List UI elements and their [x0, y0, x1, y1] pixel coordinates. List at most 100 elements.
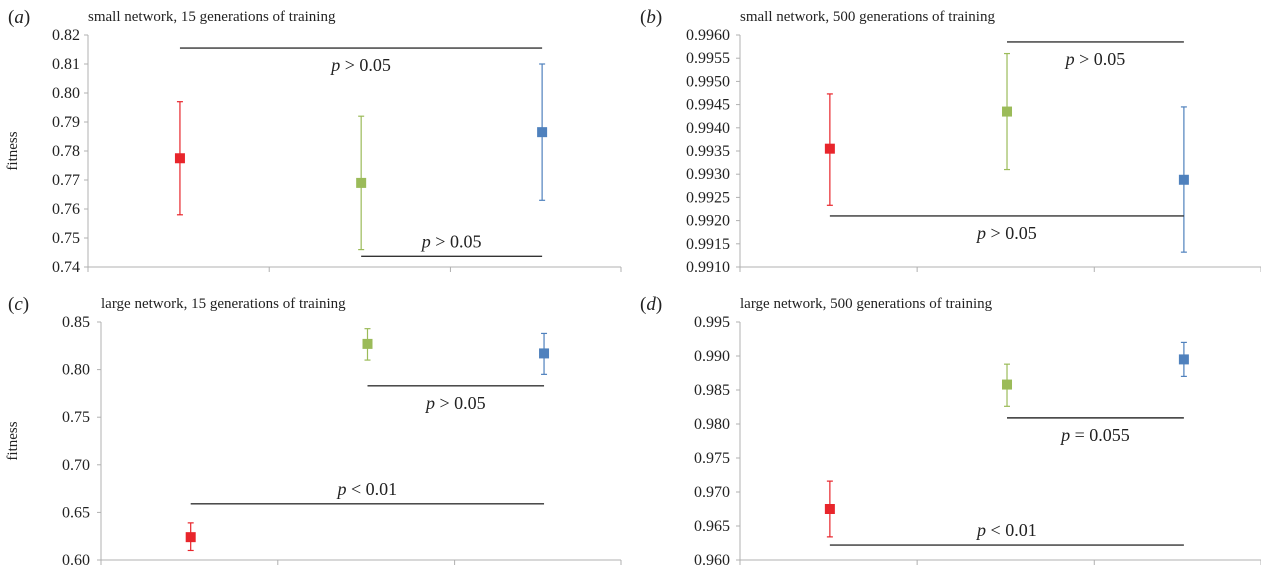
- chart-title: small network, 500 generations of traini…: [740, 9, 995, 25]
- p-symbol: p: [1059, 425, 1070, 445]
- y-tick-label: 0.78: [52, 143, 80, 160]
- p-value-label: p > 0.05: [975, 223, 1037, 243]
- data-point-blue: [1179, 107, 1189, 252]
- y-tick-label: 0.9925: [686, 189, 730, 206]
- chart-title: large network, 500 generations of traini…: [740, 296, 993, 312]
- y-tick-label: 0.990: [694, 348, 730, 365]
- data-point-green: [1002, 54, 1012, 170]
- y-tick-label: 0.960: [694, 552, 730, 569]
- panel-letter: (d): [640, 294, 662, 315]
- panel-letter-char: b: [646, 7, 656, 28]
- y-tick-label: 0.9915: [686, 236, 730, 253]
- data-point-green: [1002, 364, 1012, 406]
- p-symbol: p: [975, 223, 986, 243]
- p-value: < 0.01: [347, 479, 398, 499]
- y-tick-label: 0.81: [52, 56, 80, 73]
- marker: [1179, 175, 1189, 185]
- y-tick-label: 0.9960: [686, 27, 730, 44]
- y-tick-label: 0.9920: [686, 213, 730, 230]
- y-tick-label: 0.76: [52, 201, 80, 218]
- p-value-label: p > 0.05: [420, 231, 482, 251]
- y-tick-label: 0.995: [694, 314, 730, 331]
- p-value-label: p > 0.05: [424, 393, 486, 413]
- marker: [1179, 354, 1189, 364]
- chart-title: small network, 15 generations of trainin…: [88, 9, 336, 25]
- y-tick-label: 0.74: [52, 259, 80, 276]
- p-value-label: p = 0.055: [1059, 425, 1130, 445]
- y-tick-label: 0.965: [694, 518, 730, 535]
- data-point-blue: [537, 64, 547, 200]
- marker: [539, 348, 549, 358]
- marker: [825, 144, 835, 154]
- y-tick-label: 0.985: [694, 382, 730, 399]
- p-value: > 0.05: [340, 55, 391, 75]
- p-value: < 0.01: [986, 520, 1037, 540]
- data-point-red: [175, 102, 185, 215]
- data-point-red: [825, 94, 835, 205]
- marker: [1002, 107, 1012, 117]
- p-value-label: p > 0.05: [329, 55, 391, 75]
- data-point-blue: [1179, 342, 1189, 376]
- marker: [175, 153, 185, 163]
- y-tick-label: 0.80: [62, 362, 90, 379]
- y-tick-label: 0.60: [62, 552, 90, 569]
- p-value: > 0.05: [431, 231, 482, 251]
- marker: [1002, 380, 1012, 390]
- y-axis-label: fitness: [5, 131, 21, 170]
- y-tick-label: 0.79: [52, 114, 80, 131]
- panel-letter-close: ): [23, 294, 29, 315]
- y-tick-label: 0.9935: [686, 143, 730, 160]
- marker: [537, 127, 547, 137]
- y-tick-label: 0.975: [694, 450, 730, 467]
- p-symbol: p: [420, 231, 431, 251]
- panel-letter: (a): [8, 7, 30, 28]
- y-tick-label: 0.70: [62, 457, 90, 474]
- chart-panel-c: (c) large network, 15 generations of trai…: [5, 294, 621, 569]
- y-tick-label: 0.970: [694, 484, 730, 501]
- marker: [825, 504, 835, 514]
- marker: [186, 532, 196, 542]
- panel-letter-char: d: [646, 294, 656, 315]
- y-tick-label: 0.9950: [686, 73, 730, 90]
- p-value: > 0.05: [1075, 49, 1126, 69]
- y-tick-label: 0.9945: [686, 97, 730, 114]
- p-value: > 0.05: [435, 393, 486, 413]
- p-symbol: p: [424, 393, 435, 413]
- y-tick-label: 0.77: [52, 172, 80, 189]
- p-symbol: p: [1064, 49, 1075, 69]
- chart-panel-d: (d) large network, 500 generations of tra…: [640, 294, 1261, 569]
- panel-letter-close: ): [656, 294, 662, 315]
- data-point-green: [356, 116, 366, 249]
- p-symbol: p: [975, 520, 986, 540]
- y-tick-label: 0.82: [52, 27, 80, 44]
- p-value: = 0.055: [1070, 425, 1130, 445]
- p-value-label: p < 0.01: [975, 520, 1037, 540]
- y-tick-label: 0.75: [52, 230, 80, 247]
- y-tick-label: 0.9940: [686, 120, 730, 137]
- y-tick-label: 0.80: [52, 85, 80, 102]
- chart-title: large network, 15 generations of trainin…: [101, 296, 346, 312]
- marker: [363, 339, 373, 349]
- p-value-label: p < 0.01: [336, 479, 398, 499]
- data-point-blue: [539, 333, 549, 374]
- y-tick-label: 0.9930: [686, 166, 730, 183]
- p-value: > 0.05: [986, 223, 1037, 243]
- data-point-red: [825, 481, 835, 537]
- y-tick-label: 0.9955: [686, 50, 730, 67]
- y-tick-label: 0.75: [62, 409, 90, 426]
- panel-letter-char: a: [14, 7, 24, 28]
- p-symbol: p: [329, 55, 340, 75]
- marker: [356, 178, 366, 188]
- p-value-label: p > 0.05: [1064, 49, 1126, 69]
- panel-letter: (c): [8, 294, 29, 315]
- y-axis-label: fitness: [5, 421, 21, 460]
- chart-panel-b: (b) small network, 500 generations of tra…: [640, 7, 1261, 276]
- y-tick-label: 0.85: [62, 314, 90, 331]
- data-point-red: [186, 523, 196, 551]
- chart-panel-a: (a) small network, 15 generations of trai…: [5, 7, 621, 276]
- panel-letter-close: ): [656, 7, 662, 28]
- panel-letter: (b): [640, 7, 662, 28]
- data-point-green: [363, 329, 373, 360]
- y-tick-label: 0.9910: [686, 259, 730, 276]
